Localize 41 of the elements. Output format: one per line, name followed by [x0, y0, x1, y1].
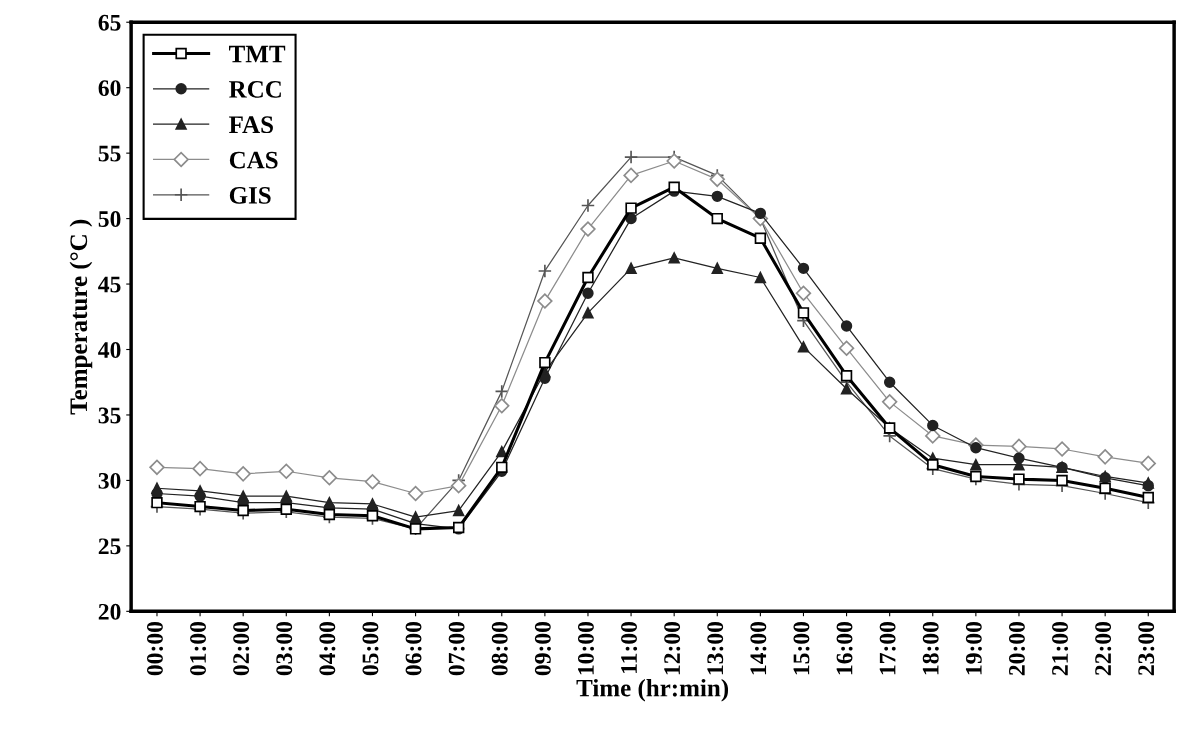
x-tick-label: 23:00 — [1138, 621, 1155, 676]
y-tick-label: 20 — [98, 603, 121, 620]
x-tick-label: 22:00 — [1095, 621, 1112, 676]
x-tick-label: 16:00 — [836, 621, 853, 675]
y-tick-label: 25 — [98, 538, 121, 555]
x-tick-label: 10:00 — [577, 621, 594, 675]
x-tick-label: 17:00 — [879, 621, 896, 675]
legend-label: RCC — [229, 81, 281, 98]
y-tick-label: 45 — [98, 276, 121, 293]
y-tick-label: 55 — [98, 145, 121, 162]
x-tick-label: 15:00 — [793, 621, 810, 675]
y-tick-label: 40 — [98, 342, 121, 358]
y-axis-title: Temperature (°C ) — [69, 219, 93, 415]
x-tick-label: 00:00 — [146, 621, 163, 676]
x-tick-label: 03:00 — [276, 621, 293, 676]
x-tick-label: 20:00 — [1008, 621, 1025, 676]
x-tick-label: 05:00 — [362, 621, 379, 676]
x-tick-label: 01:00 — [190, 621, 207, 676]
x-tick-label: 04:00 — [319, 621, 336, 676]
x-tick-label: 02:00 — [233, 621, 250, 676]
y-tick-label: 30 — [98, 472, 121, 489]
legend-label: FAS — [229, 116, 273, 134]
x-tick-label: 13:00 — [707, 621, 724, 675]
y-tick-label: 50 — [98, 211, 121, 228]
y-tick-label: 60 — [98, 80, 121, 97]
x-tick-label: 18:00 — [922, 621, 939, 675]
x-tick-label: 08:00 — [491, 621, 508, 676]
x-axis-title: Time (hr:min) — [576, 678, 729, 702]
x-tick-label: 19:00 — [965, 621, 982, 675]
legend-label: CAS — [229, 151, 278, 169]
x-tick-label: 14:00 — [750, 621, 767, 675]
x-tick-label: 07:00 — [448, 621, 465, 676]
legend-label: GIS — [229, 186, 271, 204]
y-tick-label: 65 — [98, 14, 121, 31]
x-tick-label: 21:00 — [1052, 621, 1069, 676]
x-tick-label: 09:00 — [534, 621, 551, 676]
x-tick-label: 06:00 — [405, 621, 422, 676]
y-tick-label: 35 — [98, 407, 121, 424]
x-tick-label: 12:00 — [664, 621, 681, 675]
x-tick-label: 11:00 — [621, 621, 638, 673]
legend-label: TMT — [229, 45, 286, 63]
